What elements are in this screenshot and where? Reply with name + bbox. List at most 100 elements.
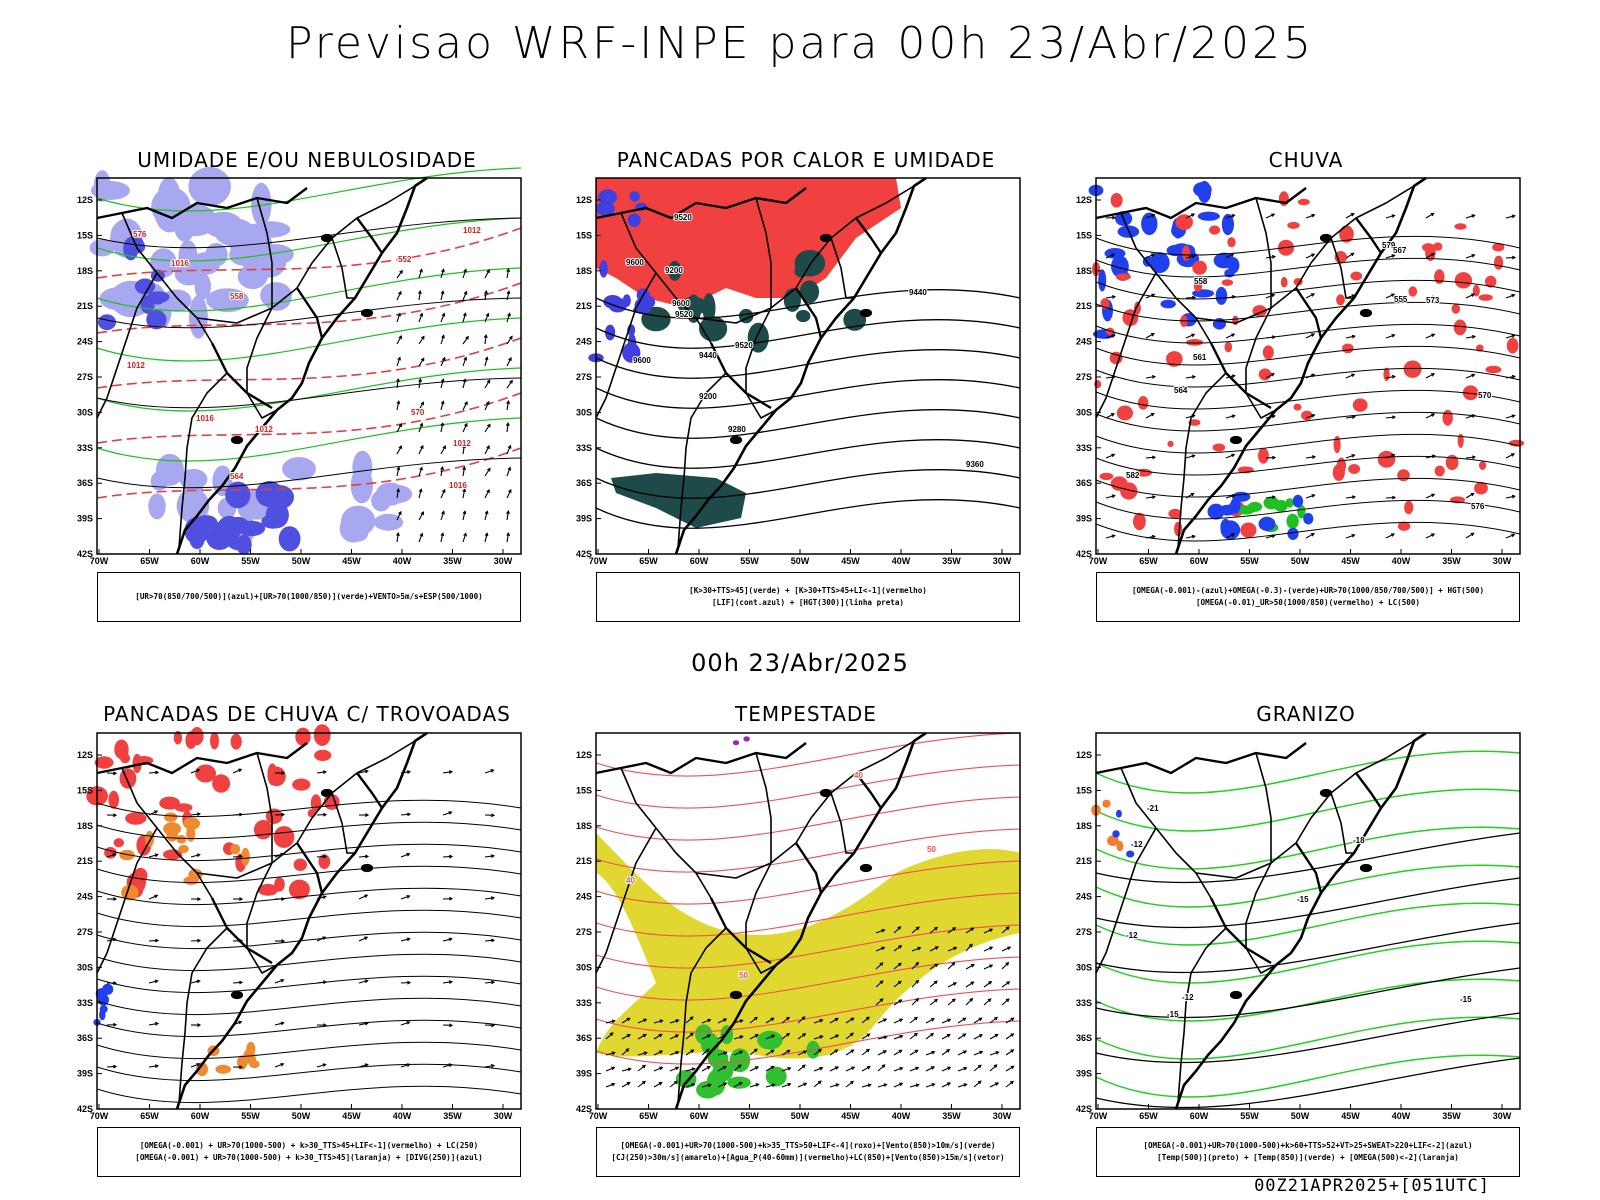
wind-vector [957, 1033, 966, 1040]
contour-line [1095, 826, 1521, 870]
wind-vector [717, 1082, 727, 1088]
border-line [246, 392, 278, 419]
wind-vector [506, 511, 509, 521]
shaded-area [1209, 225, 1221, 235]
border-line [1245, 392, 1277, 419]
wind-arrowhead [1151, 495, 1157, 500]
shaded-area [210, 732, 219, 750]
shaded-area [1160, 299, 1176, 309]
wind-vector [396, 511, 402, 521]
wind-vector [190, 1063, 200, 1068]
wind-arrowhead [420, 357, 425, 362]
wind-arrowhead [1006, 981, 1011, 985]
wind-arrowhead [449, 896, 454, 901]
wind-vector [396, 423, 402, 433]
wind-arrowhead [707, 1034, 712, 1038]
wind-vector [893, 1082, 903, 1088]
wind-vector [893, 926, 901, 934]
wind-vector [1305, 214, 1315, 219]
contour-label: -12 [1126, 931, 1138, 940]
wind-arrowhead [1191, 454, 1196, 458]
border-line [1255, 752, 1272, 863]
wind-arrowhead [915, 997, 920, 1002]
wind-vector [1305, 456, 1315, 459]
wind-arrowhead [1191, 375, 1197, 379]
shaded-area [282, 457, 316, 481]
wind-arrowhead [113, 981, 118, 985]
wind-vector [941, 1018, 951, 1024]
lat-label: 15S [576, 785, 592, 795]
wind-vector [701, 1048, 710, 1056]
wind-arrowhead [1511, 533, 1516, 538]
shaded-area [212, 774, 231, 793]
contour-line [96, 865, 522, 884]
border-line [296, 842, 324, 894]
shaded-area [257, 883, 279, 896]
shaded-area [373, 513, 404, 531]
shaded-area [145, 830, 155, 847]
shaded-area [685, 294, 702, 323]
border-line [210, 897, 273, 965]
wind-arrowhead [507, 466, 512, 471]
shaded-area [1193, 280, 1203, 292]
lat-label: 36S [77, 478, 93, 488]
wind-vector [506, 313, 511, 323]
wind-vector [877, 1036, 887, 1040]
wind-vector [861, 1033, 870, 1040]
wind-vector [274, 1063, 284, 1068]
wind-arrowhead [881, 928, 886, 933]
border-line [709, 342, 772, 410]
shaded-area [1197, 211, 1220, 221]
lat-label: 27S [576, 372, 592, 382]
wind-arrowhead [1151, 455, 1157, 460]
wind-vector [1145, 333, 1155, 339]
wind-arrowhead [490, 980, 496, 985]
wind-arrowhead [449, 1023, 454, 1028]
border-line [695, 740, 915, 879]
contour-line [96, 417, 522, 462]
wind-vector [701, 1066, 711, 1072]
wind-vector [911, 947, 921, 952]
wind-arrowhead [931, 1083, 936, 1087]
wind-arrowhead [323, 812, 328, 817]
contour-labels: 9600 9520 9440 9600 9520 9440 9360 9280 9200 9200… [625, 212, 985, 470]
wind-arrowhead [1191, 213, 1196, 217]
lat-label: 42S [77, 1104, 93, 1114]
wind-arrowhead [897, 962, 902, 967]
wind-arrowhead [197, 1023, 202, 1027]
shaded-area [125, 812, 147, 825]
wind-arrowhead [1111, 334, 1116, 338]
wind-arrowhead [239, 812, 244, 817]
contour-line [595, 860, 1021, 905]
wind-vector [941, 1049, 950, 1056]
wind-arrowhead [364, 1063, 369, 1067]
wind-vector [637, 1018, 647, 1024]
lon-label: 65W [639, 1111, 658, 1121]
contour-label: -15 [1297, 895, 1309, 904]
wind-vector [1185, 333, 1195, 339]
wind-vector [442, 811, 452, 816]
wind-vector [983, 928, 993, 934]
wind-vector [717, 1051, 727, 1056]
shaded-area [1404, 500, 1414, 515]
wind-vector [925, 1033, 934, 1040]
streamline-arrows [1105, 212, 1517, 539]
wind-arrowhead [462, 443, 466, 449]
border-line [210, 342, 273, 410]
wind-vector [418, 379, 422, 389]
shaded-area [1262, 345, 1274, 360]
wind-arrowhead [1151, 293, 1156, 298]
omega-blue-south [1207, 491, 1314, 540]
lat-label: 42S [576, 1104, 592, 1114]
lat-label: 36S [1076, 478, 1092, 488]
lat-label: 27S [1076, 372, 1092, 382]
border-line [246, 862, 273, 948]
wind-arrowhead [463, 532, 467, 537]
wind-arrowhead [154, 894, 159, 899]
shaded-area [1297, 504, 1306, 519]
wind-vector [442, 771, 452, 774]
lat-label: 18S [77, 821, 93, 831]
shaded-area [159, 796, 180, 810]
wind-arrowhead [754, 1016, 758, 1021]
border-line [96, 827, 158, 974]
